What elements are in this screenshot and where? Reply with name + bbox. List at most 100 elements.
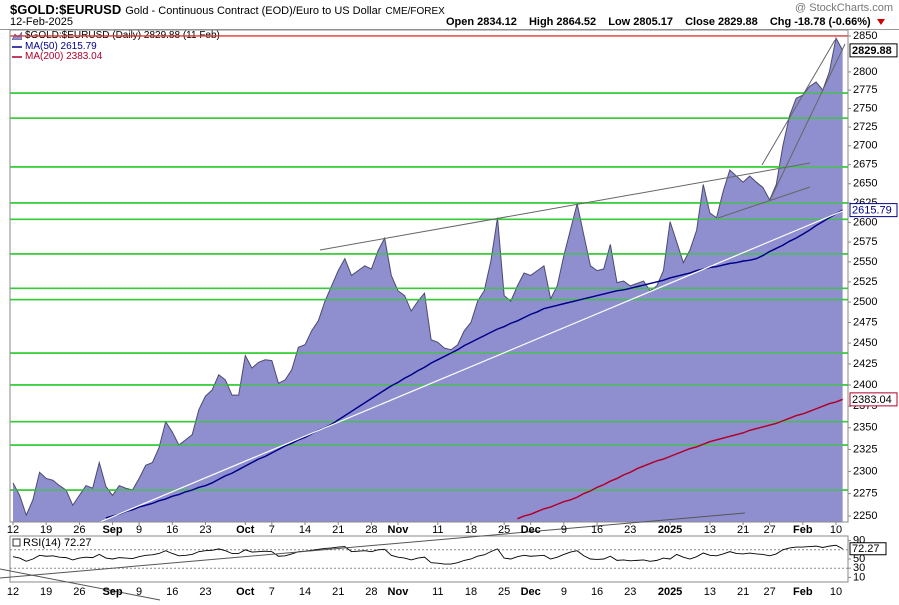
value-box bbox=[849, 392, 898, 407]
date: 12-Feb-2025 bbox=[10, 16, 73, 28]
y-tick-label: 2775 bbox=[853, 84, 877, 96]
x-tick-label: 9 bbox=[561, 586, 567, 598]
x-tick-label: Oct bbox=[236, 524, 255, 536]
x-tick-label: 16 bbox=[591, 524, 603, 536]
y-tick-label: 2300 bbox=[853, 465, 877, 477]
y-tick-label: 2275 bbox=[853, 488, 877, 500]
x-tick-label: 9 bbox=[136, 586, 142, 598]
trendline bbox=[319, 162, 811, 251]
x-tick-label: Sep bbox=[102, 524, 122, 536]
price-panel bbox=[10, 35, 848, 522]
quote-value: 2864.52 bbox=[556, 16, 597, 28]
ma-line bbox=[517, 398, 843, 520]
legend: $GOLD:$EURUSD (Daily) 2829.88 (11 Feb) M… bbox=[12, 30, 220, 63]
value-box bbox=[849, 43, 898, 58]
y-tick-label: 2750 bbox=[853, 102, 877, 114]
x-tick-label: 11 bbox=[432, 524, 443, 536]
y-tick-label: 2850 bbox=[853, 30, 877, 42]
x-tick-label: 19 bbox=[40, 586, 52, 598]
axes: 2250227523002325235023752400242524502475… bbox=[7, 30, 898, 598]
x-tick-label: 2025 bbox=[658, 524, 682, 536]
x-tick-label: 13 bbox=[704, 586, 716, 598]
y-tick-label: 2325 bbox=[853, 443, 877, 455]
y-tick-label: 2550 bbox=[853, 256, 877, 268]
x-tick-label: 23 bbox=[624, 586, 636, 598]
x-tick-label: Nov bbox=[388, 524, 410, 536]
y-tick-label: 2450 bbox=[853, 337, 877, 349]
x-tick-label: 28 bbox=[365, 586, 377, 598]
value-box bbox=[849, 203, 898, 218]
legend-icon bbox=[12, 56, 22, 58]
legend-label: MA(200) 2383.04 bbox=[25, 51, 103, 62]
x-tick-label: 16 bbox=[166, 586, 178, 598]
quote-value: -18.78 bbox=[794, 16, 826, 28]
x-tick-label: 13 bbox=[704, 524, 716, 536]
legend-label: $GOLD:$EURUSD (Daily) 2829.88 (11 Feb) bbox=[25, 30, 220, 41]
down-arrow bbox=[876, 19, 885, 25]
area-fill bbox=[13, 38, 843, 522]
price-frame bbox=[9, 29, 849, 523]
legend-icon bbox=[12, 32, 22, 41]
symbol: $GOLD:$EURUSD bbox=[10, 2, 122, 17]
quote-label: High bbox=[528, 16, 554, 28]
x-tick-label: 14 bbox=[299, 586, 311, 598]
x-tick-label: 10 bbox=[830, 524, 842, 536]
value-label: 2383.04 bbox=[852, 394, 892, 406]
quote-value: 2805.17 bbox=[633, 16, 673, 28]
y-tick-label: 2625 bbox=[853, 197, 877, 209]
rsi-y-tick-label: 10 bbox=[853, 571, 865, 583]
header-quote-row: 12-Feb-2025 Open 2834.12 High 2864.52 Low 2… bbox=[10, 16, 890, 28]
y-tick-label: 2500 bbox=[853, 296, 877, 308]
exchange: CME/FOREX bbox=[385, 6, 445, 17]
ma-line bbox=[105, 209, 843, 519]
x-tick-label: 21 bbox=[332, 524, 344, 536]
x-tick-label: 16 bbox=[591, 586, 603, 598]
y-tick-label: 2675 bbox=[853, 159, 877, 171]
rsi-frame bbox=[9, 535, 849, 583]
legend-item: MA(200) 2383.04 bbox=[12, 51, 220, 63]
x-tick-label: 23 bbox=[199, 524, 211, 536]
trendline bbox=[0, 568, 161, 601]
credit: @ StockCharts.com bbox=[795, 2, 893, 14]
value-label: 2829.88 bbox=[852, 45, 892, 57]
x-tick-label: 21 bbox=[332, 586, 344, 598]
x-tick-label: 11 bbox=[432, 586, 443, 598]
x-tick-label: 26 bbox=[73, 524, 85, 536]
trendline bbox=[761, 39, 836, 166]
area-line bbox=[12, 36, 844, 517]
x-tick-label: 27 bbox=[764, 586, 776, 598]
y-tick-label: 2375 bbox=[853, 400, 877, 412]
rsi-panel bbox=[10, 544, 848, 569]
x-tick-label: 21 bbox=[737, 524, 749, 536]
x-tick-label: 12 bbox=[7, 586, 19, 598]
x-tick-label: Feb bbox=[793, 586, 813, 598]
y-tick-label: 2800 bbox=[853, 66, 877, 78]
y-tick-label: 2250 bbox=[853, 510, 877, 522]
ma-line bbox=[105, 209, 843, 519]
x-tick-label: 12 bbox=[7, 524, 19, 536]
y-tick-label: 2400 bbox=[853, 379, 877, 391]
legend-item: $GOLD:$EURUSD (Daily) 2829.88 (11 Feb) bbox=[12, 30, 220, 42]
x-tick-label: Dec bbox=[521, 586, 541, 598]
value-label: 2615.79 bbox=[852, 205, 892, 217]
x-tick-label: 2025 bbox=[658, 586, 682, 598]
rsi-label: RSI(14) 72.27 bbox=[23, 537, 91, 549]
x-tick-label: 23 bbox=[624, 524, 636, 536]
y-tick-label: 2600 bbox=[853, 216, 877, 228]
x-tick-label: 21 bbox=[737, 586, 749, 598]
quote-value: 2829.88 bbox=[718, 16, 758, 28]
header-title: $GOLD:$EURUSD Gold - Continuous Contract … bbox=[10, 2, 445, 17]
x-tick-label: 26 bbox=[73, 586, 85, 598]
quote-label: Open bbox=[446, 16, 475, 28]
x-tick-label: 27 bbox=[764, 524, 776, 536]
quote-label: Low bbox=[608, 16, 631, 28]
x-tick-label: 10 bbox=[830, 586, 842, 598]
description: Gold - Continuous Contract (EOD)/Euro to… bbox=[125, 5, 382, 17]
y-tick-label: 2425 bbox=[853, 358, 877, 370]
quote-label: Close bbox=[685, 16, 716, 28]
y-tick-label: 2650 bbox=[853, 178, 877, 190]
x-tick-label: Oct bbox=[236, 586, 255, 598]
x-tick-label: 25 bbox=[498, 586, 510, 598]
rsi-icon bbox=[12, 538, 21, 547]
x-tick-label: 16 bbox=[166, 524, 178, 536]
